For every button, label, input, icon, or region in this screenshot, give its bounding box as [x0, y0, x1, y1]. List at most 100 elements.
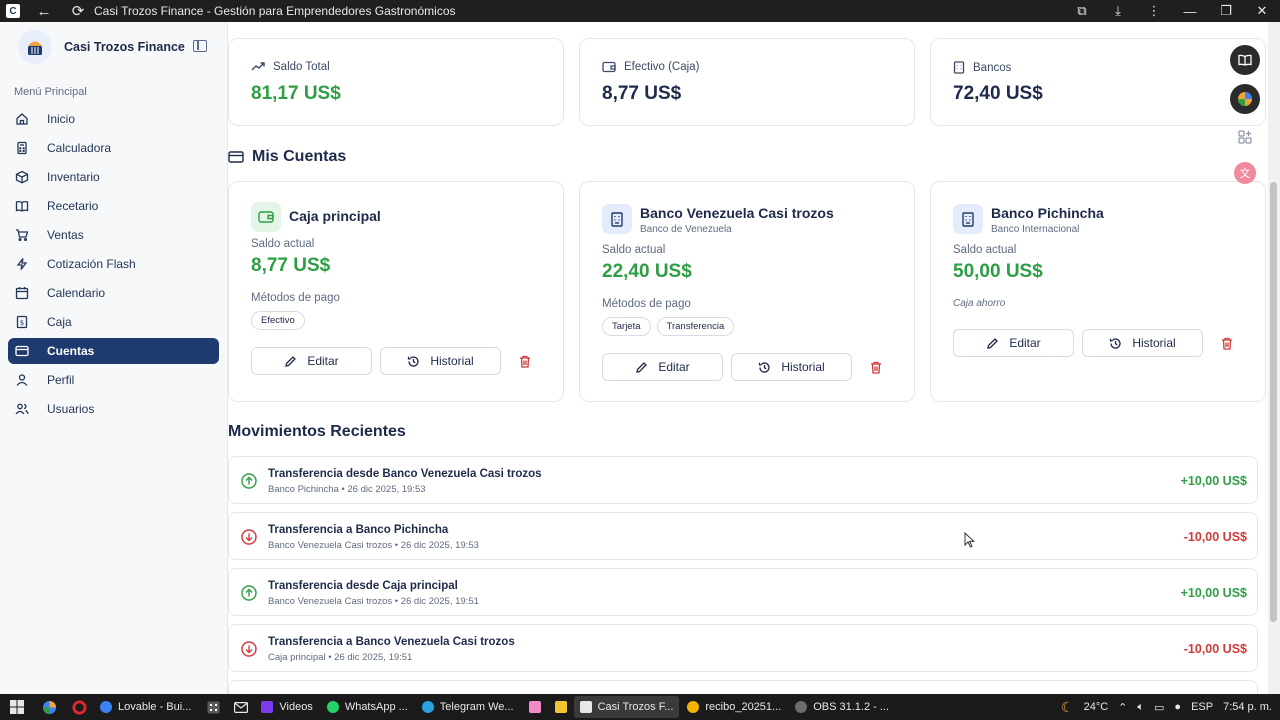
sidebar-item-caja[interactable]: $ Caja: [8, 309, 219, 335]
edit-button[interactable]: Editar: [602, 353, 723, 381]
sidebar-item-perfil[interactable]: Perfil: [8, 367, 219, 393]
sidebar-item-recetario[interactable]: Recetario: [8, 193, 219, 219]
sidebar-item-usuarios[interactable]: Usuarios: [8, 396, 219, 422]
volume-icon[interactable]: 🔈︎: [1137, 700, 1144, 713]
movement-row[interactable]: Transferencia a Banco Venezuela Casi tro…: [228, 624, 1258, 672]
sidebar-item-inventario[interactable]: Inventario: [8, 164, 219, 190]
trash-icon[interactable]: [1220, 336, 1234, 350]
more-menu-icon[interactable]: ⋮: [1147, 3, 1161, 18]
minimize-icon[interactable]: —: [1183, 3, 1197, 19]
back-arrow-icon[interactable]: ←: [36, 2, 52, 20]
extensions-icon[interactable]: ⧉: [1077, 3, 1087, 18]
scrollbar-thumb[interactable]: [1270, 182, 1277, 622]
microphone-icon[interactable]: ●: [1174, 701, 1182, 713]
movement-row[interactable]: Transferencia a Banco Pichincha Banco Ve…: [228, 512, 1258, 560]
sidebar-item-label: Recetario: [47, 199, 99, 213]
taskbar-app-casi-trozos[interactable]: Casi Trozos F...: [573, 696, 680, 718]
close-icon[interactable]: ✕: [1256, 3, 1268, 18]
system-tray: ☾ 24°C ⌃ 🔈︎ ▭ ● ESP 7:54 p. m.: [1061, 694, 1272, 720]
moon-weather-icon: ☾: [1061, 698, 1074, 715]
history-button[interactable]: Historial: [1082, 329, 1203, 357]
taskbar-app-obs[interactable]: OBS 31.1.2 - ...: [789, 696, 895, 718]
account-name: Caja principal: [289, 208, 381, 224]
sidebar-item-inicio[interactable]: Inicio: [8, 106, 219, 132]
translate-extension-icon[interactable]: [1230, 84, 1260, 114]
stat-label: Saldo Total: [273, 61, 330, 73]
restore-icon[interactable]: ❐: [1220, 3, 1232, 18]
users-icon: [15, 402, 29, 416]
sidebar-item-label: Ventas: [47, 228, 84, 242]
whatsapp-icon: [326, 701, 339, 713]
app-logo-icon: C: [6, 4, 20, 18]
stat-card-bancos: Bancos 72,40 US$: [930, 38, 1266, 126]
pencil-icon: [987, 337, 999, 349]
arrow-down-circle-icon: [241, 529, 257, 545]
sidebar-item-calculadora[interactable]: Calculadora: [8, 135, 219, 161]
trending-up-icon: [251, 62, 265, 71]
history-button[interactable]: Historial: [731, 353, 852, 381]
movement-subtitle: Banco Pichincha • 26 dic 2025, 19:53: [268, 484, 426, 495]
chevron-up-icon[interactable]: ⌃: [1118, 701, 1128, 714]
brand[interactable]: Casi Trozos Finance: [0, 22, 227, 72]
edit-button[interactable]: Editar: [251, 347, 372, 375]
svg-text:$: $: [20, 319, 24, 327]
stat-label: Bancos: [973, 61, 1012, 74]
wallet-icon: [602, 61, 616, 73]
notes-app-icon[interactable]: [548, 696, 574, 718]
trash-icon[interactable]: [869, 360, 883, 374]
sidebar-item-label: Caja: [47, 315, 72, 329]
battery-icon[interactable]: ▭: [1154, 701, 1165, 714]
taskbar-app-telegram[interactable]: Telegram We...: [416, 696, 520, 718]
movement-amount: -10,00 US$: [1183, 530, 1247, 544]
account-balance: 50,00 US$: [953, 261, 1043, 282]
apps-grid-icon[interactable]: [1230, 122, 1260, 152]
sidebar-item-label: Inicio: [47, 112, 76, 126]
taskbar-app-whatsapp[interactable]: WhatsApp ...: [321, 696, 414, 718]
reload-icon[interactable]: ⟳: [71, 3, 85, 20]
brand-name: Casi Trozos Finance: [64, 40, 185, 54]
sidebar-item-calendario[interactable]: Calendario: [8, 280, 219, 306]
trash-icon[interactable]: [518, 354, 532, 368]
sidebar-toggle-icon[interactable]: [193, 40, 207, 52]
scrollbar[interactable]: [1268, 22, 1280, 694]
movement-row[interactable]: [228, 680, 1258, 694]
stat-label: Efectivo (Caja): [624, 61, 700, 73]
mail-icon[interactable]: [227, 696, 255, 718]
taskbar-app-recibo[interactable]: recibo_20251...: [681, 696, 787, 718]
history-icon: [1110, 337, 1121, 349]
opera-icon[interactable]: [64, 696, 94, 718]
movement-row[interactable]: Transferencia desde Banco Venezuela Casi…: [228, 456, 1258, 504]
balance-label: Saldo actual: [953, 244, 1017, 256]
home-icon: [15, 112, 29, 126]
sidebar-item-label: Inventario: [47, 170, 100, 184]
sidebar-item-cotizacion-flash[interactable]: Cotización Flash: [8, 251, 219, 277]
chrome-icon: [687, 701, 700, 713]
translator-icon[interactable]: 文: [1230, 158, 1260, 188]
sidebar-item-ventas[interactable]: Ventas: [8, 222, 219, 248]
language-indicator[interactable]: ESP: [1191, 701, 1214, 713]
reader-mode-icon[interactable]: [1230, 45, 1260, 75]
history-button[interactable]: Historial: [380, 347, 501, 375]
taskbar-app-label: Lovable - Bui...: [118, 701, 192, 713]
movement-row[interactable]: Transferencia desde Caja principal Banco…: [228, 568, 1258, 616]
videos-icon: [261, 701, 274, 713]
clock[interactable]: 7:54 p. m.: [1223, 701, 1272, 713]
taskbar-app-videos[interactable]: Videos: [255, 696, 318, 718]
pink-app-icon[interactable]: [522, 696, 548, 718]
calculator-app-icon[interactable]: [199, 696, 227, 718]
color-app-icon[interactable]: [34, 696, 64, 718]
account-card-banco-pichincha: Banco Pichincha Banco Internacional Sald…: [930, 181, 1266, 402]
download-icon[interactable]: ⤓: [1115, 3, 1121, 18]
taskbar-app-lovable[interactable]: Lovable - Bui...: [94, 696, 197, 718]
sidebar-item-cuentas[interactable]: Cuentas: [8, 338, 219, 364]
windows-start-icon[interactable]: [0, 696, 34, 718]
edit-label: Editar: [1009, 336, 1041, 350]
weather-temp[interactable]: 24°C: [1083, 701, 1109, 713]
account-bank: Banco de Venezuela: [640, 224, 732, 235]
taskbar-app-label: Casi Trozos F...: [597, 701, 674, 713]
building-icon: [602, 204, 632, 234]
taskbar-app-label: Videos: [279, 701, 313, 713]
account-card-banco-venezuela: Banco Venezuela Casi trozos Banco de Ven…: [579, 181, 915, 402]
edit-button[interactable]: Editar: [953, 329, 1074, 357]
menu-title: Menú Principal: [14, 86, 87, 98]
